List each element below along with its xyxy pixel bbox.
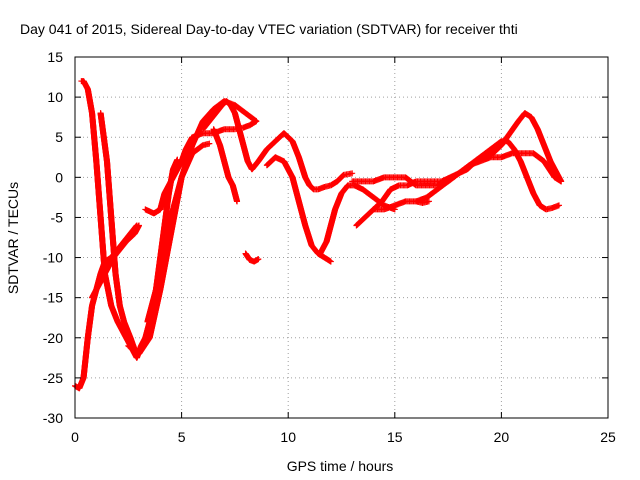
data-point (253, 118, 260, 125)
data-point (135, 222, 142, 229)
data-series (72, 78, 565, 392)
data-point (206, 140, 213, 147)
series-arc-7 (144, 156, 181, 325)
chart-title: Day 041 of 2015, Sidereal Day-to-day VTE… (20, 21, 518, 37)
series-arc-4 (89, 222, 142, 301)
